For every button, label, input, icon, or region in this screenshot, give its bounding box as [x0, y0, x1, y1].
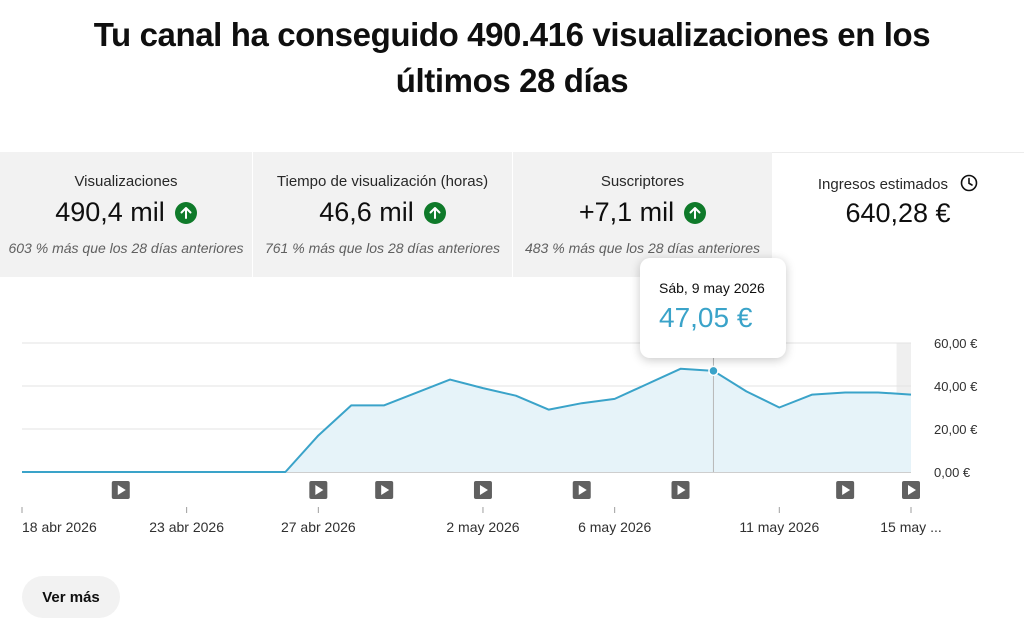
y-tick-label: 0,00 €	[934, 465, 971, 480]
series-area	[22, 368, 911, 472]
highlight-point	[708, 365, 719, 377]
play-icon	[117, 485, 126, 495]
video-marker[interactable]	[902, 481, 920, 499]
x-tick-label: 11 may 2026	[739, 519, 819, 535]
card-comparison: 603 % más que los 28 días anteriores	[8, 240, 244, 256]
card-value: 46,6 mil	[319, 197, 414, 227]
y-tick-label: 60,00 €	[934, 336, 978, 351]
video-marker[interactable]	[309, 481, 328, 499]
arrow-up-circle-icon	[684, 201, 707, 224]
card-comparison: 483 % más que los 28 días anteriores	[524, 240, 761, 256]
clock-icon[interactable]	[960, 174, 978, 196]
card-subscribers[interactable]: Suscriptores +7,1 mil 483 % más que los …	[513, 152, 772, 277]
card-value-row: 640,28 €	[772, 198, 1024, 229]
card-value: 490,4 mil	[55, 197, 165, 227]
tooltip-date: Sáb, 9 may 2026	[659, 280, 765, 296]
video-marker[interactable]	[473, 481, 492, 499]
card-label: Visualizaciones	[74, 173, 178, 190]
play-icon	[842, 485, 851, 495]
page-headline: Tu canal ha conseguido 490.416 visualiza…	[93, 16, 931, 99]
play-icon	[908, 485, 916, 495]
video-marker[interactable]	[572, 481, 591, 499]
card-label: Suscriptores	[600, 173, 685, 190]
arrow-up-circle-icon	[174, 201, 197, 224]
card-label-row: Ingresos estimados	[772, 174, 1024, 196]
x-tick-label: 27 abr 2026	[281, 519, 356, 535]
play-icon	[315, 485, 324, 495]
card-watch-time[interactable]: Tiempo de visualización (horas) 46,6 mil…	[253, 152, 512, 277]
card-value: +7,1 mil	[578, 197, 675, 227]
video-marker[interactable]	[671, 481, 690, 499]
chart-tooltip: Sáb, 9 may 2026 47,05 €	[640, 258, 786, 358]
x-tick-label: 23 abr 2026	[149, 519, 224, 535]
tooltip-value: 47,05 €	[659, 302, 753, 333]
video-marker[interactable]	[836, 481, 855, 499]
play-icon	[479, 485, 488, 495]
video-marker[interactable]	[111, 481, 130, 499]
play-icon	[381, 485, 390, 495]
y-tick-label: 20,00 €	[934, 422, 978, 437]
x-tick-label: 15 may ...	[880, 519, 941, 535]
x-tick-label: 18 abr 2026	[22, 519, 97, 535]
series-line	[22, 367, 912, 473]
see-more-button[interactable]: Ver más	[22, 576, 120, 618]
card-value: 640,28 €	[845, 198, 951, 228]
card-label: Tiempo de visualización (horas)	[276, 173, 489, 190]
card-comparison: 761 % más que los 28 días anteriores	[264, 240, 501, 256]
x-tick-label: 6 may 2026	[578, 519, 651, 535]
card-value-row: 490,4 mil	[0, 197, 252, 228]
card-views[interactable]: Visualizaciones 490,4 mil 603 % más que …	[0, 152, 252, 277]
x-tick-label: 2 may 2026	[446, 519, 519, 535]
card-revenue[interactable]: Ingresos estimados 640,28 €	[772, 152, 1024, 277]
y-tick-label: 40,00 €	[934, 379, 978, 394]
metric-cards: Visualizaciones 490,4 mil 603 % más que …	[0, 152, 1024, 277]
card-value-row: 46,6 mil	[253, 197, 512, 228]
video-marker[interactable]	[375, 481, 394, 499]
play-icon	[578, 485, 587, 495]
card-label: Ingresos estimados	[817, 175, 948, 193]
arrow-up-circle-icon	[423, 201, 446, 224]
play-icon	[677, 485, 686, 495]
card-value-row: +7,1 mil	[513, 197, 772, 228]
